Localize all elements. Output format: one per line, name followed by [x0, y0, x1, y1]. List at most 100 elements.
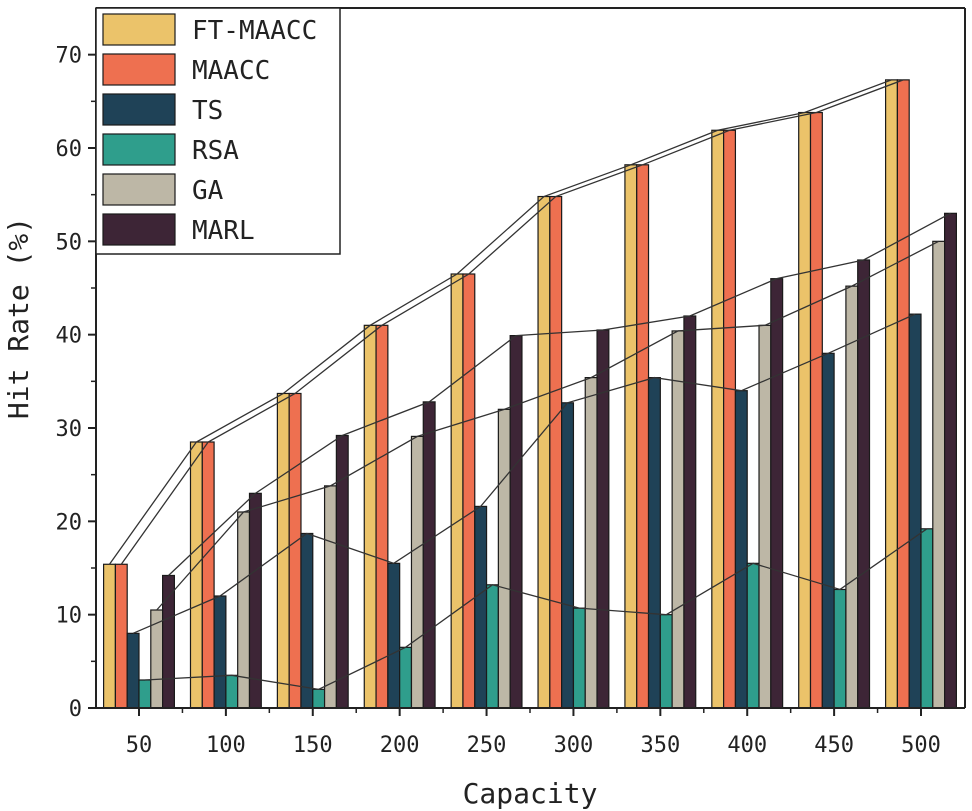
bar-ga-100 — [237, 511, 251, 709]
legend-label-maacc: MAACC — [192, 56, 270, 86]
x-tick-label-300: 300 — [554, 733, 594, 758]
x-tick-label-450: 450 — [814, 733, 854, 758]
bar-ga-150 — [323, 485, 337, 709]
bar-rsa-250 — [485, 584, 499, 709]
trend-line-ft-maacc — [108, 79, 892, 565]
bar-ts-400 — [734, 390, 748, 709]
y-tick-label-10: 10 — [56, 604, 83, 629]
bar-ft-maacc-50 — [102, 563, 116, 709]
bar-ga-250 — [497, 408, 511, 709]
legend-swatch-maacc — [102, 53, 176, 86]
trend-line-ga — [156, 240, 939, 611]
bar-marl-500 — [943, 212, 957, 709]
bar-maacc-200 — [375, 324, 389, 709]
legend-swatch-marl — [102, 213, 176, 246]
bar-rsa-500 — [920, 528, 934, 709]
y-tick-label-0: 0 — [69, 697, 82, 722]
bar-ts-300 — [561, 402, 575, 709]
bar-ft-maacc-400 — [711, 129, 725, 709]
x-ticks-group: 50 100 150 200 250 300 350 400 450 500 — [126, 708, 941, 758]
trend-line-marl — [168, 212, 951, 576]
bar-ft-maacc-300 — [537, 195, 551, 709]
y-tick-label-20: 20 — [56, 510, 83, 535]
bar-ts-500 — [908, 313, 922, 709]
legend-swatch-rsa — [102, 133, 176, 166]
x-tick-label-400: 400 — [727, 733, 767, 758]
x-tick-label-200: 200 — [380, 733, 420, 758]
bar-ts-450 — [821, 352, 835, 709]
bar-ga-500 — [932, 240, 946, 709]
bar-rsa-50 — [138, 679, 152, 709]
x-tick-label-500: 500 — [901, 733, 941, 758]
bar-ts-150 — [300, 532, 314, 709]
bar-ga-450 — [845, 285, 859, 709]
bar-ts-50 — [126, 632, 140, 709]
y-tick-label-50: 50 — [56, 230, 83, 255]
bar-ts-200 — [387, 562, 401, 709]
legend-label-ft-maacc: FT-MAACC — [192, 16, 317, 46]
bar-ft-maacc-450 — [798, 111, 812, 709]
bar-marl-300 — [596, 329, 610, 709]
legend-label-rsa: RSA — [192, 136, 239, 166]
x-tick-label-50: 50 — [126, 733, 153, 758]
legend-label-marl: MARL — [192, 216, 255, 246]
plot-area: 0 10 20 30 40 50 60 70 50 100 150 200 250 300 350 400 4… — [56, 7, 966, 758]
y-ticks-group: 0 10 20 30 40 50 60 70 — [56, 44, 96, 722]
bar-rsa-100 — [225, 674, 239, 709]
bar-maacc-250 — [462, 273, 476, 709]
legend-label-ts: TS — [192, 96, 223, 126]
legend-swatch-ga — [102, 173, 176, 206]
legend-box — [95, 7, 341, 255]
legend-swatch-ts — [102, 93, 176, 126]
bar-ft-maacc-250 — [450, 273, 464, 709]
bar-ft-maacc-350 — [624, 164, 638, 709]
bar-maacc-500 — [896, 79, 910, 709]
y-tick-label-40: 40 — [56, 324, 83, 349]
bar-marl-50 — [162, 574, 176, 709]
bar-rsa-350 — [659, 614, 673, 709]
bar-marl-350 — [683, 315, 697, 709]
trend-line-maacc — [120, 79, 904, 565]
bar-rsa-150 — [312, 688, 326, 709]
bar-maacc-50 — [114, 563, 128, 709]
x-tick-label-100: 100 — [206, 733, 246, 758]
bar-ft-maacc-100 — [189, 441, 203, 709]
bar-rsa-200 — [399, 646, 413, 709]
legend: FT-MAACC MAACC TS RSA GA MARL — [95, 7, 341, 255]
bar-maacc-400 — [723, 129, 737, 709]
bar-marl-400 — [770, 278, 784, 709]
trend-lines-group — [108, 79, 951, 691]
bar-marl-200 — [422, 401, 436, 709]
x-tick-label-150: 150 — [293, 733, 333, 758]
bar-ga-350 — [671, 330, 685, 709]
bar-ga-200 — [410, 435, 424, 709]
x-tick-label-250: 250 — [467, 733, 507, 758]
legend-swatch-ft-maacc — [102, 13, 176, 46]
trend-line-rsa — [144, 528, 928, 691]
bar-ts-250 — [474, 505, 488, 709]
bar-marl-450 — [857, 259, 871, 709]
y-tick-label-60: 60 — [56, 137, 83, 162]
bar-maacc-350 — [636, 164, 650, 709]
x-axis-title: Capacity — [463, 777, 598, 810]
bar-ts-100 — [213, 595, 227, 709]
bar-maacc-100 — [201, 441, 215, 709]
bar-rsa-450 — [833, 588, 847, 709]
bar-ft-maacc-500 — [884, 79, 898, 709]
y-axis-title: Hit Rate (%) — [2, 217, 35, 419]
bar-maacc-450 — [809, 111, 823, 709]
bar-ts-350 — [647, 377, 661, 709]
y-tick-label-70: 70 — [56, 44, 83, 69]
y-tick-label-30: 30 — [56, 417, 83, 442]
bar-maacc-150 — [288, 392, 302, 709]
bar-marl-100 — [248, 492, 262, 709]
x-tick-label-350: 350 — [640, 733, 680, 758]
bar-rsa-300 — [572, 607, 586, 709]
trend-line-ts — [132, 313, 916, 634]
bar-marl-250 — [509, 335, 523, 709]
bar-ga-300 — [584, 377, 598, 709]
bar-ft-maacc-200 — [363, 324, 377, 709]
bar-maacc-300 — [549, 195, 563, 709]
bar-rsa-400 — [746, 562, 760, 709]
